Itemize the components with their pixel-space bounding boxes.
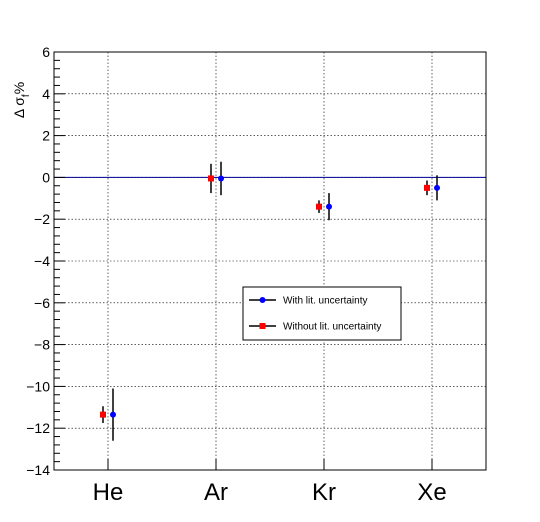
y-tick-label: −10 — [26, 378, 50, 394]
data-point-with-lit — [434, 184, 440, 191]
legend-entry-with-lit: With lit. uncertainty — [249, 296, 367, 307]
y-axis-title-main: Δ σ — [11, 97, 27, 118]
legend-marker-without-lit — [259, 323, 266, 329]
y-tick-label: −14 — [26, 462, 50, 478]
data-point-without-lit — [424, 184, 430, 191]
legend-box — [242, 286, 402, 341]
data-point-with-lit — [218, 175, 224, 182]
plot-frame — [53, 51, 487, 471]
y-axis-title-suffix: % — [11, 82, 27, 94]
data-series — [100, 161, 440, 441]
y-tick-label: 0 — [42, 169, 50, 185]
y-tick-label: −2 — [34, 211, 50, 227]
y-tick-label: −8 — [34, 337, 50, 353]
data-point-without-lit — [100, 411, 106, 418]
x-tick-label: Ar — [204, 479, 228, 506]
data-point-without-lit — [316, 203, 322, 210]
y-axis-tick-labels: 6 4 2 0 −2 −4 −6 −8 −10 −12 −14 — [26, 44, 50, 478]
legend-label-with-lit: With lit. uncertainty — [283, 296, 367, 307]
legend-marker-with-lit — [259, 297, 266, 303]
x-tick-label: Xe — [417, 479, 446, 506]
x-tick-label: He — [93, 479, 124, 506]
x-axis-tick-labels: He Ar Kr Xe — [93, 479, 447, 506]
y-tick-label: 6 — [42, 44, 50, 60]
y-tick-label: 2 — [42, 128, 50, 144]
legend: With lit. uncertainty Without lit. uncer… — [242, 286, 402, 341]
y-tick-label: −12 — [26, 420, 50, 436]
x-tick-label: Kr — [312, 479, 336, 506]
y-tick-label: 4 — [42, 86, 50, 102]
y-axis-title-subscript: f — [21, 94, 32, 97]
legend-entry-without-lit: Without lit. uncertainty — [249, 322, 381, 333]
data-point-with-lit — [110, 411, 116, 418]
plot-background — [54, 52, 486, 470]
y-axis-title: Δ σf% — [11, 82, 32, 118]
data-point-without-lit — [208, 175, 214, 182]
y-tick-label: −6 — [34, 295, 50, 311]
y-tick-label: −4 — [34, 253, 50, 269]
data-point-with-lit — [326, 203, 332, 210]
legend-label-without-lit: Without lit. uncertainty — [283, 322, 381, 333]
